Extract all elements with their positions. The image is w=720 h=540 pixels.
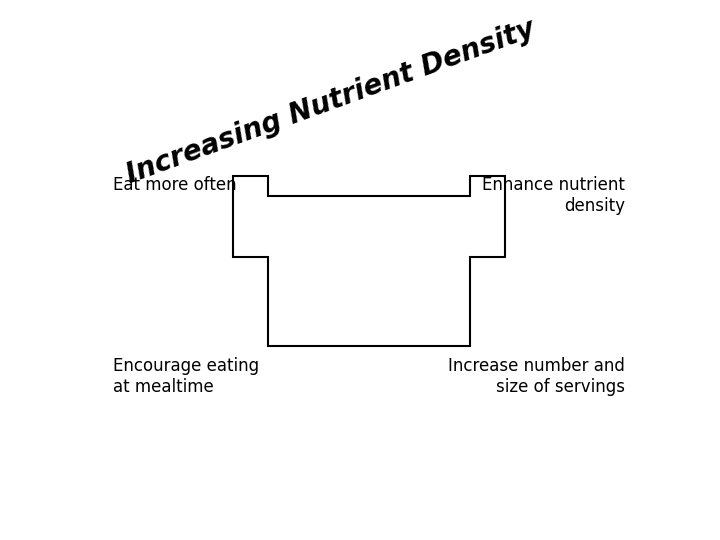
Text: Enhance nutrient
density: Enhance nutrient density: [482, 177, 625, 215]
Text: Eat more often: Eat more often: [113, 177, 237, 194]
Text: Increasing Nutrient Density: Increasing Nutrient Density: [122, 15, 539, 189]
Text: Encourage eating
at mealtime: Encourage eating at mealtime: [113, 357, 259, 396]
Text: Increase number and
size of servings: Increase number and size of servings: [448, 357, 625, 396]
